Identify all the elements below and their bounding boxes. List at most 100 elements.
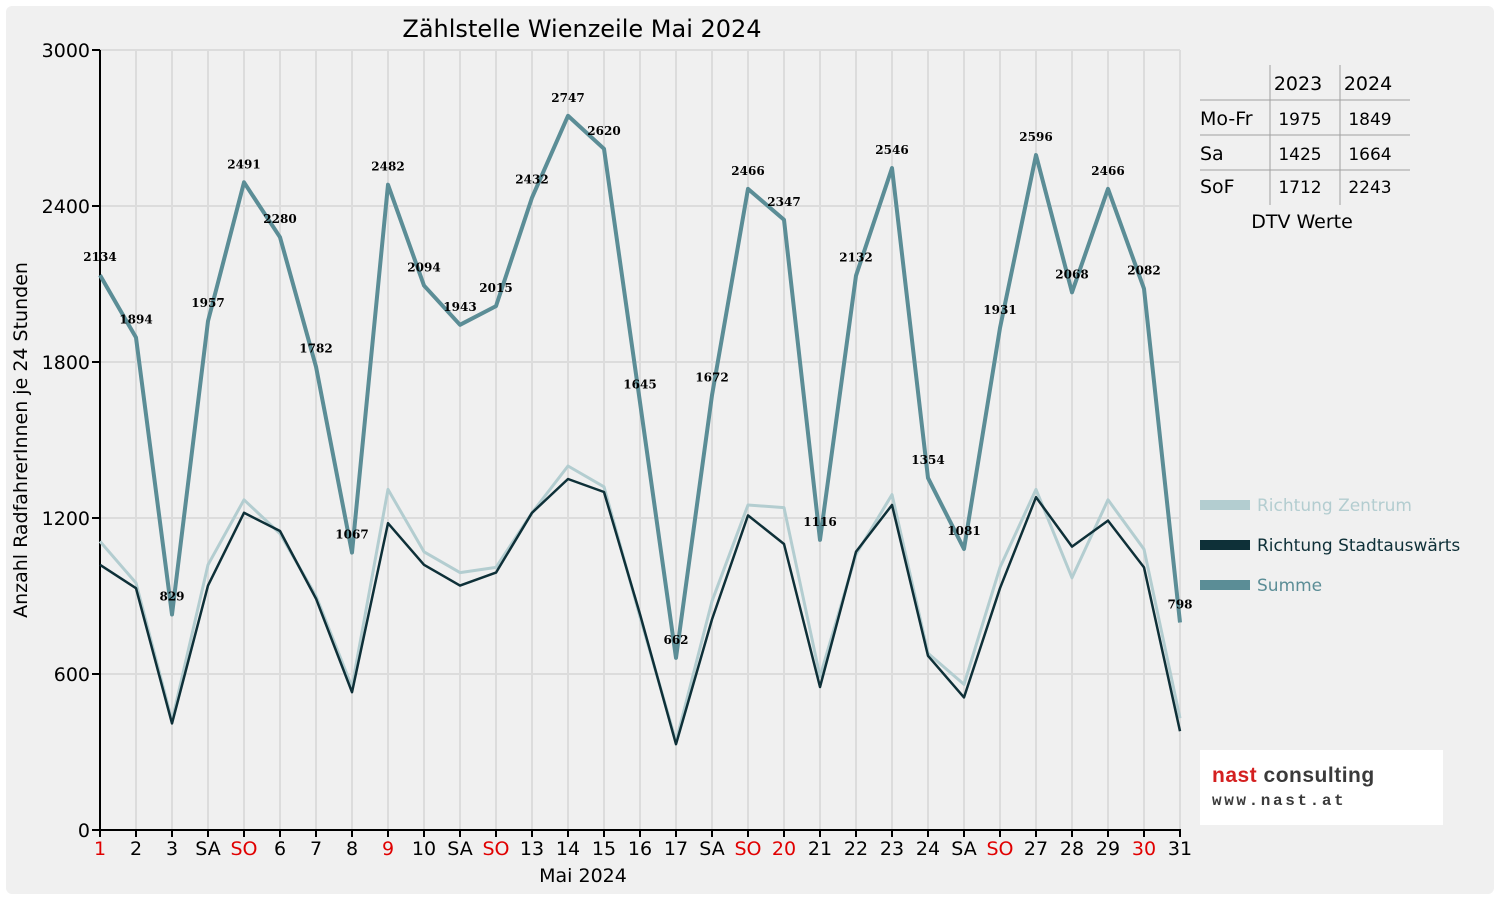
data-label: 2347 [767,195,800,209]
x-tick-label: 23 [880,838,904,860]
data-label: 2280 [263,212,296,226]
data-label: 2466 [731,164,764,178]
logo-name: nast consulting [1212,764,1375,788]
dtv-table: 2023 2024 Mo-Fr 1975 1849 Sa 1425 1664 S… [1200,65,1410,233]
x-tick-label: SO [986,838,1013,860]
series-lines [98,113,1182,746]
y-tick-label: 1200 [42,508,90,530]
company-logo: nast consulting www.nast.at [1200,750,1443,825]
data-label: 2094 [407,261,440,275]
logo-name-part1: nast [1212,764,1258,787]
axes [92,49,1181,837]
legend-swatch [1200,540,1250,550]
data-label: 2546 [875,143,908,157]
data-label: 1894 [119,313,152,327]
y-tick-label: 600 [54,664,90,686]
data-label: 798 [1167,598,1192,612]
x-tick-label: 28 [1060,838,1084,860]
data-labels: 2134 1894 829 1957 2491 2280 1782 1067 2482 2094 1… [83,91,1192,647]
x-tick-label: 17 [664,838,688,860]
x-tick-label: 13 [520,838,544,860]
y-tick-labels: 0 600 1200 1800 2400 3000 [42,40,90,842]
data-label: 2068 [1055,267,1088,281]
data-label: 2082 [1127,264,1160,278]
data-label: 1931 [983,303,1016,317]
dtv-header-2023: 2023 [1274,73,1322,95]
data-label: 2482 [371,160,404,174]
data-label: 2134 [83,250,116,264]
data-label: 2015 [479,281,512,295]
x-tick-label: 3 [166,838,178,860]
data-label: 1067 [335,528,368,542]
data-label: 1943 [443,300,476,314]
x-tick-label: 15 [592,838,616,860]
x-tick-label: 7 [310,838,322,860]
data-label: 662 [663,633,688,647]
x-tick-label: 16 [628,838,652,860]
legend-swatch [1200,580,1250,590]
x-tick-label: SA [699,838,724,860]
x-tick-label: 30 [1132,838,1156,860]
data-label: 2132 [839,251,872,265]
x-tick-label: 8 [346,838,358,860]
x-tick-label: 20 [772,838,796,860]
x-axis-title: Mai 2024 [539,865,627,887]
data-label: 829 [159,589,184,603]
x-tick-label: 24 [916,838,940,860]
x-tick-label: SO [230,838,257,860]
x-tick-label: SA [447,838,472,860]
dtv-cell: 1849 [1348,110,1391,130]
data-label: 2432 [515,173,548,187]
x-tick-label: 31 [1168,838,1192,860]
data-label: 1081 [947,524,980,538]
dtv-header-2024: 2024 [1344,73,1392,95]
data-label: 1672 [695,370,728,384]
x-tick-label: 10 [412,838,436,860]
data-label: 1957 [191,296,224,310]
y-axis-title: Anzahl RadfahrerInnen je 24 Stunden [10,262,32,618]
legend-swatch [1200,500,1250,510]
dtv-cell: 1664 [1348,145,1391,165]
dtv-row-label: Sa [1200,143,1224,165]
x-tick-label: 9 [382,838,394,860]
x-tick-label: 22 [844,838,868,860]
x-tick-label: 29 [1096,838,1120,860]
dtv-cell: 1712 [1278,178,1321,198]
y-tick-label: 1800 [42,352,90,374]
x-tick-label: 14 [556,838,580,860]
x-tick-label: 2 [130,838,142,860]
dtv-cell: 1425 [1278,145,1321,165]
x-tick-label: SO [482,838,509,860]
data-label: 1116 [803,515,836,529]
x-tick-label: 27 [1024,838,1048,860]
y-tick-label: 3000 [42,40,90,62]
x-tick-label: SA [951,838,976,860]
legend-label: Summe [1257,576,1322,596]
legend-label: Richtung Stadtauswärts [1257,536,1460,556]
data-label: 2747 [551,91,584,105]
dtv-row-label: SoF [1200,176,1235,198]
y-tick-label: 2400 [42,196,90,218]
data-label: 2491 [227,157,260,171]
x-tick-labels: 1 2 3 SA SO 6 7 8 9 10 SA SO 13 14 15 16 17 SA SO 20 21 22 23 2… [94,838,1192,860]
dtv-row-label: Mo-Fr [1200,108,1253,130]
legend: Richtung Zentrum Richtung Stadtauswärts … [1200,496,1460,596]
series-line [98,113,1182,660]
logo-name-part2: consulting [1257,764,1375,787]
dtv-cell: 1975 [1278,110,1321,130]
x-tick-label: 1 [94,838,106,860]
data-label: 2466 [1091,164,1124,178]
x-tick-label: SA [195,838,220,860]
data-label: 1782 [299,342,332,356]
logo-url: www.nast.at [1212,792,1347,810]
data-label: 2596 [1019,130,1052,144]
x-tick-label: 21 [808,838,832,860]
dtv-cell: 2243 [1348,178,1391,198]
data-label: 1645 [623,377,656,391]
data-label: 1354 [911,453,944,467]
data-label: 2620 [587,124,620,138]
chart-title: Zählstelle Wienzeile Mai 2024 [402,15,761,43]
y-tick-label: 0 [78,820,90,842]
legend-label: Richtung Zentrum [1257,496,1412,516]
